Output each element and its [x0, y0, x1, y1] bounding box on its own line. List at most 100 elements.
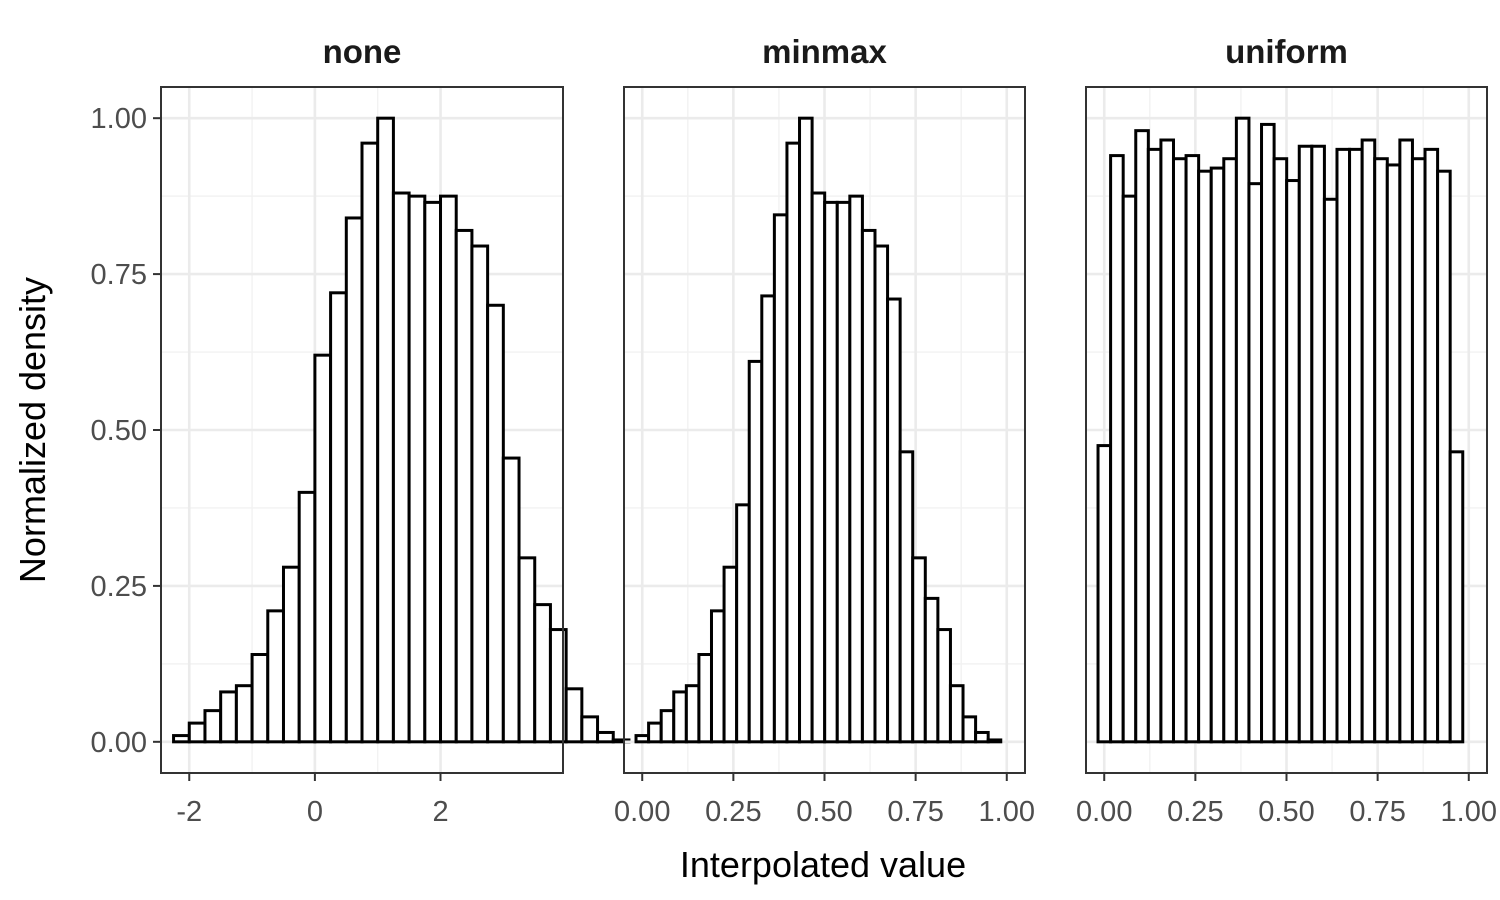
histogram-bar: [1436, 169, 1452, 744]
histogram-bar: [1260, 122, 1276, 744]
histogram-bar: [860, 228, 877, 744]
histogram-bar: [187, 721, 207, 744]
histogram-bar: [250, 653, 270, 744]
histogram-bar: [501, 456, 521, 744]
histogram-bar: [1348, 147, 1364, 744]
x-tick-label: 2: [432, 796, 448, 828]
histogram-bar: [986, 738, 1003, 744]
histogram-bar: [423, 200, 443, 744]
facet-title: minmax: [762, 33, 887, 70]
histogram-bar: [1171, 157, 1188, 744]
histogram-bar: [1423, 147, 1440, 744]
x-tick-label: 0.50: [1258, 796, 1314, 828]
histogram-bar: [517, 556, 537, 744]
histogram-bar: [1247, 182, 1264, 744]
histogram-bar: [1335, 147, 1352, 744]
x-tick-label: 0.00: [1076, 796, 1132, 828]
y-tick-label: 0.00: [91, 727, 147, 759]
facet-panel-none: none -2 0 2 0.00 0.25 0.50 0.75 1.00: [91, 33, 631, 828]
histogram-bar: [1385, 163, 1402, 744]
histogram-bar: [439, 194, 458, 744]
histogram-bar: [898, 450, 915, 744]
histogram-bar: [684, 684, 701, 744]
histogram-bar: [234, 684, 254, 744]
histogram-bar: [948, 684, 965, 744]
histogram-bar: [313, 353, 333, 744]
histogram-bar: [747, 359, 764, 744]
histogram-bar: [533, 603, 552, 744]
histogram-bar: [281, 565, 301, 744]
x-tick-label: 0.50: [796, 796, 852, 828]
histogram-bar: [1222, 157, 1238, 744]
facet-title: none: [323, 33, 402, 70]
histogram-bar: [760, 294, 776, 744]
histogram-bar: [203, 709, 223, 744]
histogram-bar: [798, 116, 814, 744]
histogram-bar: [823, 200, 839, 744]
histogram-bar: [835, 200, 852, 744]
histogram-bar: [391, 191, 411, 744]
histogram-bar: [596, 730, 615, 744]
histogram-bar: [1096, 444, 1113, 744]
histogram-bar: [454, 228, 474, 744]
histogram-bar: [722, 565, 739, 744]
facet-panels: none -2 0 2 0.00 0.25 0.50 0.75 1.00 minmax 0.00 0.…: [91, 33, 1497, 828]
histogram-bar: [735, 503, 751, 744]
histogram-bar: [266, 609, 285, 744]
y-tick-label: 0.75: [91, 259, 147, 291]
histogram-bar: [772, 213, 789, 744]
histogram-bar: [564, 687, 584, 744]
x-tick-label: 0.25: [705, 796, 761, 828]
histogram-bar: [810, 191, 827, 744]
histogram-bar: [1134, 129, 1150, 744]
histogram-bar: [634, 734, 651, 744]
histogram-bar: [1322, 197, 1339, 744]
histogram-bar: [297, 490, 317, 744]
y-tick-label: 0.50: [91, 415, 147, 447]
histogram-bar: [1272, 157, 1289, 744]
histogram-bar: [848, 194, 864, 744]
histogram-bar: [219, 690, 238, 744]
x-tick-label: 0.75: [1349, 796, 1405, 828]
histogram-bar: [873, 244, 890, 744]
histogram-bar: [376, 116, 395, 744]
histogram-bar: [1297, 144, 1314, 744]
histogram-bar: [1109, 154, 1125, 744]
histogram-bar: [470, 244, 490, 744]
histogram-bar: [1159, 138, 1175, 744]
histogram-bar: [1209, 166, 1226, 744]
x-tick-label: 0.75: [887, 796, 943, 828]
histogram-bar: [580, 715, 600, 744]
histogram-bar: [974, 730, 990, 744]
x-tick-label: 0.25: [1167, 796, 1223, 828]
histogram-bar: [785, 141, 802, 744]
histogram-bar: [923, 596, 940, 744]
histogram-bar: [1285, 179, 1301, 744]
x-tick-label: -2: [176, 796, 202, 828]
histogram-bar: [1360, 138, 1377, 744]
histogram-bar: [329, 291, 348, 744]
facet-panel-minmax: minmax 0.00 0.25 0.50 0.75 1.00: [614, 33, 1035, 828]
histogram-bar: [344, 216, 364, 744]
x-axis-title: Interpolated value: [680, 844, 966, 885]
y-tick-label: 0.25: [91, 571, 147, 603]
histogram-bar: [672, 690, 688, 744]
histogram-bar: [1398, 138, 1414, 744]
histogram-bar: [647, 721, 663, 744]
x-tick-label: 0.00: [614, 796, 670, 828]
histogram-bar: [1146, 147, 1163, 744]
histogram-bar: [1373, 157, 1389, 744]
histogram-bar: [886, 297, 902, 744]
histogram-bar: [1197, 169, 1213, 744]
histogram-bar: [961, 715, 978, 744]
facet-title: uniform: [1225, 33, 1348, 70]
histogram-bar: [911, 556, 927, 744]
histogram-bar: [1448, 450, 1465, 744]
facet-panel-uniform: uniform 0.00 0.25 0.50 0.75 1.00: [1076, 33, 1497, 828]
histogram-bar: [407, 194, 427, 744]
histogram-bar: [172, 734, 191, 744]
y-axis-title: Normalized density: [12, 277, 53, 583]
x-tick-label: 1.00: [979, 796, 1035, 828]
histogram-bar: [1234, 116, 1251, 744]
